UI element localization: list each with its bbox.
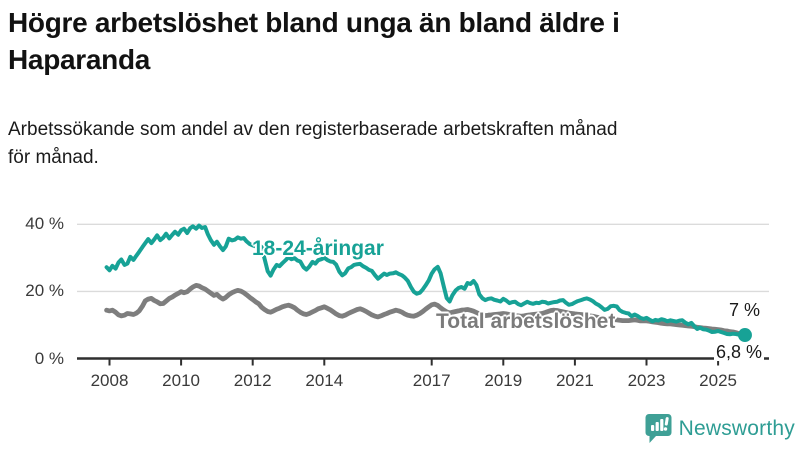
end-value-label-total: 6,8 % <box>713 342 764 362</box>
exclamation-mark <box>663 417 669 431</box>
newsworthy-logo-text: Newsworthy <box>678 416 795 440</box>
x-axis-label-2010: 2010 <box>162 371 200 390</box>
series-line-total <box>104 283 748 339</box>
chart-subtitle-line2: för månad. <box>8 146 99 168</box>
bar-3 <box>659 419 664 431</box>
x-axis-label-2017: 2017 <box>412 371 451 390</box>
bar-2 <box>655 422 659 431</box>
bar-1 <box>650 425 654 431</box>
x-axis-label-2019: 2019 <box>484 371 523 390</box>
x-axis-label-2025: 2025 <box>699 371 737 390</box>
chart-subtitle: Arbetssökande som andel av den registerb… <box>8 116 796 171</box>
page-title-line1: Högre arbetslöshet bland unga än bland ä… <box>8 7 620 38</box>
series-label-total: Total arbetslöshet <box>436 310 616 333</box>
y-axis-label-20: 20 % <box>25 281 64 301</box>
x-axis-label-2021: 2021 <box>555 371 594 390</box>
page-title: Högre arbetslöshet bland unga än bland ä… <box>8 5 796 79</box>
series-line-youth <box>104 223 747 337</box>
series-label-youth: 18-24-åringar <box>252 237 384 260</box>
y-axis-label-40: 40 % <box>25 214 64 234</box>
y-axis-label-0: 0 % <box>34 348 64 368</box>
page-title-line2: Haparanda <box>8 43 151 75</box>
newsworthy-logo-icon <box>645 414 672 443</box>
x-axis-label-2014: 2014 <box>305 371 344 390</box>
x-axis-label-2008: 2008 <box>90 371 129 390</box>
x-axis-label-2012: 2012 <box>233 371 272 390</box>
newsworthy-logo: Newsworthy <box>645 413 795 444</box>
end-value-label-youth: 7 % <box>728 300 760 320</box>
chart-subtitle-line1: Arbetssökande som andel av den registerb… <box>8 119 618 140</box>
line-chart-plot <box>77 223 769 366</box>
x-axis-label-2023: 2023 <box>627 371 666 390</box>
series-end-dot <box>737 328 752 343</box>
